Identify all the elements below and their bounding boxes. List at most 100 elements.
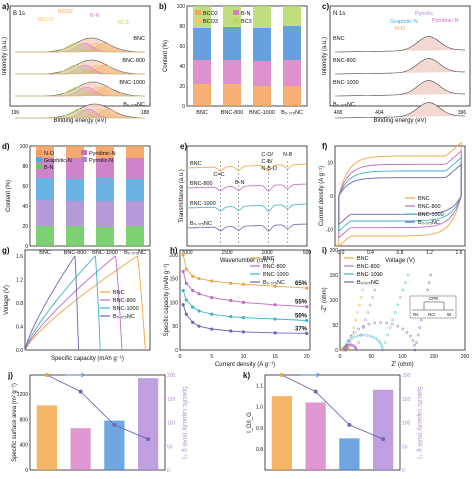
panel-d-bar-segment	[36, 200, 54, 226]
panel-h-retention-label: 65%	[295, 281, 308, 287]
panel-g-xlabel: Specific capacity (mAh g⁻¹)	[51, 356, 124, 362]
panel-i-ytick: 200	[330, 248, 339, 254]
panel-k-y2tick: 200	[402, 373, 411, 379]
panel-e-band-label: N-B	[283, 152, 293, 158]
panel-i-point	[357, 327, 360, 331]
panel-j-capacity-point	[78, 389, 83, 394]
panel-f-legend-label: BNC-1000	[418, 212, 444, 218]
panel-h-xtick: 5	[210, 354, 213, 360]
panel-k-ytick: 0.8	[256, 447, 263, 453]
panel-d-bar-segment	[96, 178, 114, 201]
panel-i-point	[374, 337, 378, 340]
panel-h-ytick: 0	[175, 348, 178, 354]
panel-i-xtick: 100	[398, 354, 407, 360]
panel-i-point	[415, 341, 418, 344]
panel-h-point	[184, 298, 188, 302]
panel-i-point	[359, 296, 363, 299]
panel-e-band-label: C-B/	[261, 159, 272, 165]
panel-i-point	[378, 341, 382, 344]
panel-h-tag: h)	[170, 246, 178, 255]
panel-i-point	[405, 330, 409, 334]
panel-j-y2tick: 50	[167, 444, 173, 450]
panel-e-xtick: 500	[303, 250, 312, 256]
panel-i-point	[368, 303, 372, 307]
panel-c-frame	[329, 5, 471, 107]
panel-h-point	[273, 331, 277, 335]
panel-i-point	[371, 296, 374, 299]
panel-c-xtick: 408	[334, 110, 343, 116]
panel-f-xtick: 1.6	[456, 250, 463, 256]
panel-g: g) Voltage (V) Specific capacity (mAh g⁻¹)…	[2, 246, 151, 362]
panel-i-point	[349, 334, 353, 338]
panel-i-point	[396, 303, 400, 307]
panel-c-curve	[335, 102, 465, 119]
panel-d-bar-segment	[126, 146, 144, 158]
panel-j-ytick: 400	[20, 443, 29, 449]
panel-h-point	[273, 303, 277, 307]
panel-k: k) I_D/I_G Specific capacity (mAh g⁻¹) 0.8 0…	[243, 371, 422, 474]
panel-i-point	[349, 341, 352, 344]
panel-i-point	[383, 341, 387, 344]
panel-h-xtick: 0	[179, 354, 182, 360]
panel-d-legend-swatch	[36, 157, 42, 162]
panel-f-frame	[334, 145, 466, 247]
panel-h-ytick: 50	[172, 324, 178, 330]
panel-h-point	[273, 284, 277, 288]
panel-d-ylabel: Content (%)	[6, 180, 12, 212]
panel-i-legend-label: BNC-800	[357, 264, 380, 270]
panel-h-rate-line	[182, 304, 307, 334]
panel-j-capacity-point	[146, 437, 151, 442]
panel-a-element: B 1s	[13, 11, 25, 17]
panel-h-point	[191, 288, 195, 293]
panel-h-xtick: 15	[272, 354, 278, 360]
panel-h-xtick: 10	[241, 354, 247, 360]
panel-h-point	[241, 300, 246, 304]
panel-i-circuit-box	[409, 295, 457, 319]
panel-h-point	[210, 327, 214, 331]
panel-d-bar-segment	[96, 227, 114, 246]
panel-a-xlabel: Binding energy (eV)	[53, 118, 106, 124]
panel-b-bar-segment	[283, 86, 301, 106]
panel-i-point	[343, 346, 347, 349]
panel-a-component	[15, 64, 145, 75]
panel-h-ytick: 100	[170, 300, 179, 306]
panel-b-legend-swatch	[195, 10, 201, 15]
panel-i-point	[347, 348, 351, 352]
panel-f-cv-loop	[338, 150, 462, 239]
panel-g-ylabel: Voltage (V)	[4, 285, 10, 315]
panel-k-bar	[339, 438, 360, 470]
panel-g-charge-curve	[24, 255, 76, 351]
panel-e-ylabel: Transmittance (a.u.)	[179, 169, 185, 222]
panel-k-bar	[271, 396, 292, 470]
panel-i-point	[396, 324, 400, 328]
panel-g-ytick: 1.2	[16, 277, 23, 283]
panel-d-legend-label: Pyrrolic-N	[89, 158, 113, 164]
panel-f-legend-label: B₀.₀₇₅NC	[418, 220, 440, 226]
panel-d-ytick: 20	[22, 224, 28, 230]
panel-g-discharge-curve	[115, 255, 123, 351]
panel-a-peak-label: B-N	[90, 13, 100, 19]
panel-f: f) Current density (A g⁻¹) Voltage (V) 0.0 0…	[319, 141, 466, 264]
panel-d-legend-label: B-N	[44, 165, 54, 171]
panel-a-peak-label: BCO3	[38, 17, 53, 23]
panel-b-bar-segment	[193, 60, 211, 84]
panel-i-point	[364, 318, 367, 322]
panel-i-point	[373, 288, 377, 292]
panel-g-discharge-curve	[137, 255, 146, 351]
panel-b-bar-segment	[223, 6, 241, 27]
panel-e: e) Transmittance (a.u.) Wavenumber (cm⁻¹) 2…	[179, 142, 311, 264]
panel-a: a) B 1s Binding energy (eV) Intensity (a.u.…	[2, 2, 151, 124]
panel-a-component	[15, 42, 145, 53]
panel-b-legend-swatch	[233, 18, 239, 23]
panel-i-circuit	[412, 301, 454, 311]
panel-i: i) -Z'' (ohm) Z' (ohm) 0 50 100 150 200 0 50 100 15…	[322, 246, 469, 368]
panel-a-xtick: 196	[11, 110, 20, 116]
panel-h-legend-label: BNC	[263, 256, 275, 262]
panel-j-frame	[29, 374, 166, 471]
panel-k-y2tick: 150	[402, 397, 411, 403]
panel-j-capacity-line	[46, 374, 149, 440]
panel-h-legend-label: B₀.₀₇₅NC	[263, 280, 285, 286]
panel-d-bar-segment	[66, 226, 84, 246]
panel-i-point	[345, 343, 349, 347]
panel-k-ytick: 0.9	[256, 426, 263, 432]
